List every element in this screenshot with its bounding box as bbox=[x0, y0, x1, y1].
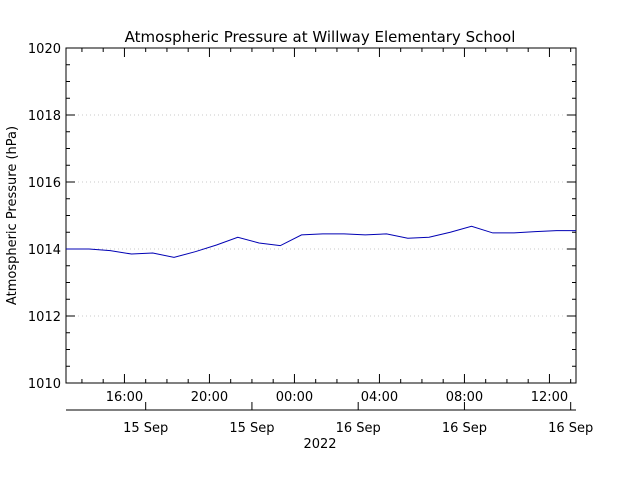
x-tick-label: 12:00 bbox=[531, 390, 568, 405]
date-tick-label: 15 Sep bbox=[123, 421, 168, 436]
date-tick-label: 16 Sep bbox=[336, 421, 381, 436]
date-tick-label: 15 Sep bbox=[229, 421, 274, 436]
x-tick-label: 16:00 bbox=[106, 390, 143, 405]
axes: 1010 1012 1014 1016 1018 1020 16:00 20:00 00:00 0… bbox=[28, 42, 577, 405]
series-layer bbox=[66, 225, 576, 258]
pressure-series-line bbox=[66, 225, 576, 258]
x-tick-label: 00:00 bbox=[276, 390, 313, 405]
date-tick-label: 16 Sep bbox=[442, 421, 487, 436]
grid-lines bbox=[66, 114, 576, 317]
y-tick-label: 1016 bbox=[28, 176, 61, 191]
x-tick-label: 08:00 bbox=[446, 390, 483, 405]
y-tick-label: 1014 bbox=[28, 243, 61, 258]
y-tick-label: 1012 bbox=[28, 310, 61, 325]
x-tick-label: 20:00 bbox=[191, 390, 228, 405]
plot-frame bbox=[65, 47, 577, 384]
y-tick-label: 1020 bbox=[28, 42, 61, 57]
y-axis-label: Atmospheric Pressure (hPa) bbox=[5, 126, 20, 305]
date-tick-label: 16 Sep bbox=[548, 421, 593, 436]
y-tick-label: 1010 bbox=[28, 377, 61, 392]
x-tick-label: 04:00 bbox=[361, 390, 398, 405]
chart-title: Atmospheric Pressure at Willway Elementa… bbox=[125, 28, 516, 46]
x-axis-label: 2022 bbox=[303, 437, 336, 452]
y-tick-label: 1018 bbox=[28, 109, 61, 124]
date-axis: 15 Sep 15 Sep 16 Sep 16 Sep 16 Sep bbox=[66, 402, 593, 436]
